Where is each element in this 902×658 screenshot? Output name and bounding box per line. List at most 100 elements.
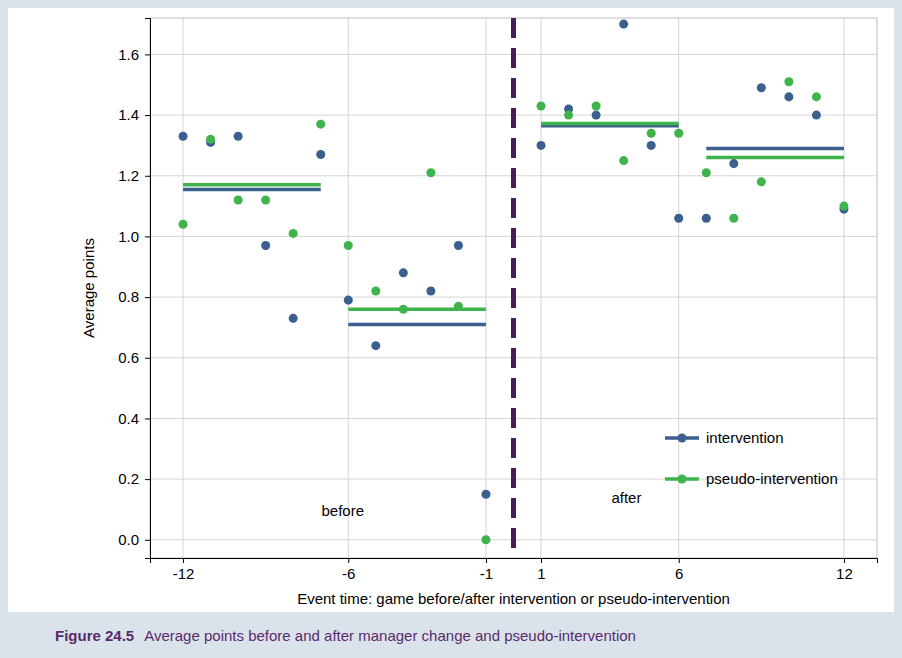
- data-point: [371, 287, 380, 296]
- data-point: [316, 120, 325, 129]
- data-point: [289, 229, 298, 238]
- intervention-line: [511, 18, 516, 558]
- data-point: [647, 129, 656, 138]
- y-tick-mark: [145, 176, 150, 177]
- x-tick: -12: [173, 558, 195, 582]
- figure-label: Figure 24.5: [55, 627, 134, 644]
- y-tick-label: 0.2: [118, 470, 139, 487]
- data-point: [757, 83, 766, 92]
- chart-title: Average points before and after manager …: [144, 627, 636, 644]
- annotation: before: [321, 502, 364, 519]
- y-tick: 0.4: [118, 410, 150, 427]
- y-tick-mark: [145, 297, 150, 298]
- mean-line: [348, 307, 486, 311]
- legend-label: pseudo-intervention: [706, 470, 838, 487]
- y-tick-mark: [145, 540, 150, 541]
- y-tick-mark: [145, 479, 150, 480]
- x-grid-line: [843, 18, 844, 558]
- data-point: [592, 111, 601, 120]
- y-tick-mark: [145, 54, 150, 55]
- series-points: [179, 77, 849, 544]
- data-point: [537, 141, 546, 150]
- chart-container: 0.00.20.40.60.81.01.21.41.6-12-6-11612Ev…: [0, 0, 902, 658]
- y-tick-mark: [145, 358, 150, 359]
- x-tick-mark: [844, 558, 845, 563]
- data-point: [647, 141, 656, 150]
- mean-line: [183, 188, 321, 192]
- data-point: [344, 241, 353, 250]
- y-axis: 0.00.20.40.60.81.01.21.41.6: [118, 19, 150, 559]
- data-point: [812, 92, 821, 101]
- chart-svg: 0.00.20.40.60.81.01.21.41.6-12-6-11612Ev…: [0, 0, 902, 658]
- y-tick-label: 1.2: [118, 167, 139, 184]
- y-axis-title: Average points: [80, 238, 97, 338]
- data-point: [399, 305, 408, 314]
- legend-marker: [677, 474, 686, 483]
- mean-line: [706, 147, 844, 151]
- data-point: [674, 129, 683, 138]
- y-tick: 0.2: [118, 470, 150, 487]
- mean-line: [541, 122, 679, 126]
- y-tick-label: 1.4: [118, 106, 139, 123]
- y-tick-mark: [145, 236, 150, 237]
- x-tick: 1: [537, 558, 545, 582]
- data-point: [702, 168, 711, 177]
- data-point: [234, 132, 243, 141]
- data-point: [261, 196, 270, 205]
- x-tick-mark: [541, 558, 542, 563]
- x-tick-label: -1: [480, 565, 493, 582]
- mean-line: [706, 156, 844, 160]
- x-grid-line: [541, 18, 542, 558]
- y-tick-label: 0.4: [118, 410, 139, 427]
- y-tick: 0.8: [118, 288, 150, 305]
- plot-marks: [179, 18, 849, 558]
- annotation: after: [611, 489, 641, 506]
- x-axis-line: [151, 559, 878, 564]
- data-point: [179, 132, 188, 141]
- x-tick-mark: [348, 558, 349, 563]
- data-point: [564, 111, 573, 120]
- data-point: [729, 159, 738, 168]
- data-point: [592, 101, 601, 110]
- data-point: [426, 287, 435, 296]
- data-point: [454, 302, 463, 311]
- x-tick-label: 6: [675, 565, 683, 582]
- y-tick: 1.6: [118, 46, 150, 63]
- x-tick-label: -12: [173, 565, 195, 582]
- legend-marker: [677, 433, 686, 442]
- x-tick-label: -6: [342, 565, 355, 582]
- data-point: [702, 214, 711, 223]
- mean-line: [348, 323, 486, 327]
- series-points: [179, 20, 849, 499]
- data-point: [481, 535, 490, 544]
- data-point: [454, 241, 463, 250]
- legend-item: intervention: [665, 429, 784, 446]
- mean-lines: [183, 126, 844, 325]
- x-tick-label: 1: [537, 565, 545, 582]
- data-point: [757, 177, 766, 186]
- x-grid-line: [348, 18, 349, 558]
- data-point: [839, 202, 848, 211]
- data-point: [261, 241, 270, 250]
- x-tick-mark: [183, 558, 184, 563]
- x-tick: 6: [675, 558, 683, 582]
- legend-label: intervention: [706, 429, 784, 446]
- y-tick: 0.6: [118, 349, 150, 366]
- data-point: [344, 296, 353, 305]
- y-tick-mark: [145, 418, 150, 419]
- x-grid-line: [485, 18, 486, 558]
- y-tick: 1.4: [118, 106, 150, 123]
- legend: intervention pseudo-intervention: [665, 429, 838, 487]
- data-point: [426, 168, 435, 177]
- y-tick-label: 0.6: [118, 349, 139, 366]
- data-point: [206, 135, 215, 144]
- y-tick-label: 0.8: [118, 288, 139, 305]
- mean-line: [541, 124, 679, 128]
- data-point: [619, 20, 628, 29]
- caption: Figure 24.5 Average points before and aft…: [55, 627, 636, 644]
- data-point: [234, 196, 243, 205]
- data-point: [481, 490, 490, 499]
- x-tick-mark: [679, 558, 680, 563]
- data-point: [784, 77, 793, 86]
- data-point: [179, 220, 188, 229]
